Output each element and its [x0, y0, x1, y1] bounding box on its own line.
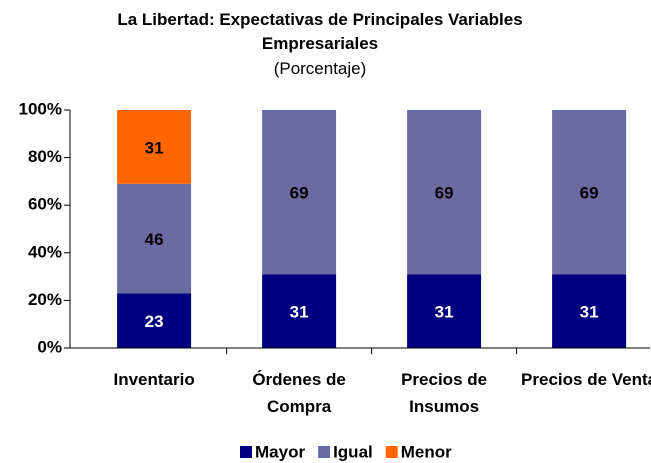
x-tick-label: Precios de Insumos — [401, 370, 488, 416]
data-label: 31 — [580, 303, 599, 322]
y-tick-label: 40% — [28, 242, 62, 261]
data-label: 23 — [145, 312, 164, 331]
legend-label: Mayor — [255, 442, 305, 461]
x-tick-label: Órdenes de Compra — [252, 370, 346, 416]
data-label: 69 — [580, 184, 599, 203]
bar-segment — [552, 274, 627, 348]
bar-segment — [117, 110, 192, 184]
y-tick-label: 20% — [28, 290, 62, 309]
legend-swatch — [240, 446, 252, 458]
y-tick-label: 0% — [37, 337, 62, 356]
bar-segment — [552, 110, 627, 275]
y-tick-label: 80% — [28, 147, 62, 166]
bar-segment — [262, 274, 337, 348]
y-tick-label: 100% — [19, 99, 62, 118]
legend-label: Igual — [333, 442, 373, 461]
bar-segment — [262, 110, 337, 275]
x-tick-label: Precios de Venta — [521, 370, 651, 389]
x-tick-label: Inventario — [113, 370, 195, 389]
bar-segment — [117, 183, 192, 294]
data-label: 69 — [290, 184, 309, 203]
data-label: 31 — [435, 303, 454, 322]
chart-subtitle: (Porcentaje) — [273, 59, 367, 78]
data-label: 31 — [290, 303, 309, 322]
bar-segment — [407, 110, 482, 275]
data-label: 31 — [145, 138, 164, 157]
chart-title: La Libertad: Expectativas de Principales… — [117, 10, 523, 53]
bar-segment — [117, 293, 192, 348]
legend-label: Menor — [401, 442, 452, 461]
bar-segment — [407, 274, 482, 348]
y-tick-label: 60% — [28, 195, 62, 214]
data-label: 69 — [435, 184, 454, 203]
legend-swatch — [385, 446, 398, 458]
data-label: 46 — [145, 230, 164, 249]
legend-swatch — [318, 446, 331, 458]
